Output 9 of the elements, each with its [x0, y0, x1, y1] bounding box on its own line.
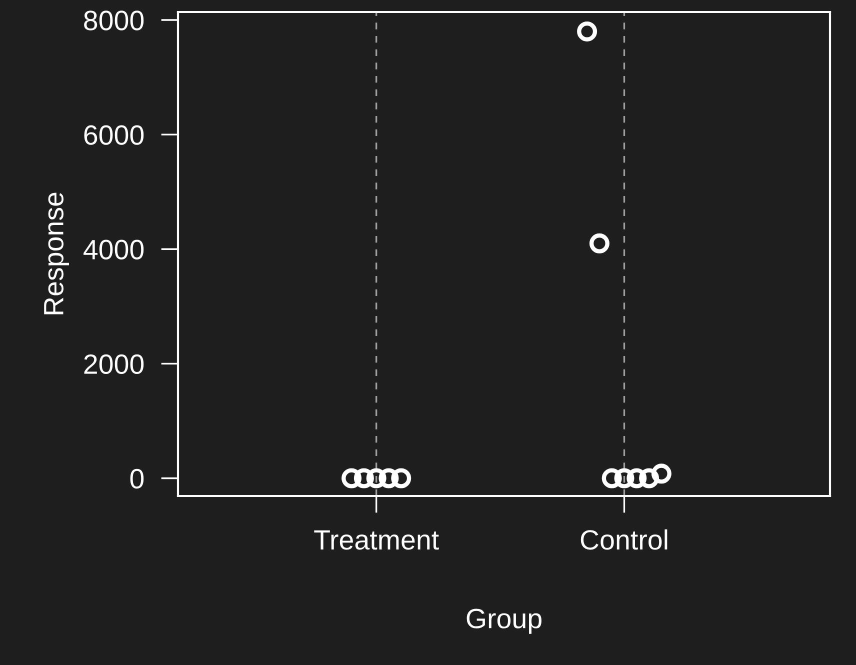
y-tick-label: 4000	[84, 240, 144, 260]
y-tick-label: 2000	[84, 354, 144, 374]
x-tick-label: Treatment	[314, 530, 439, 550]
x-axis-title: Group	[466, 608, 542, 634]
x-tick-label: Control	[580, 529, 668, 550]
y-tick-label: 6000	[84, 125, 144, 145]
y-tick-label: 0	[130, 468, 144, 489]
y-tick-label: 8000	[84, 10, 144, 30]
y-axis-title: Response	[44, 192, 69, 314]
